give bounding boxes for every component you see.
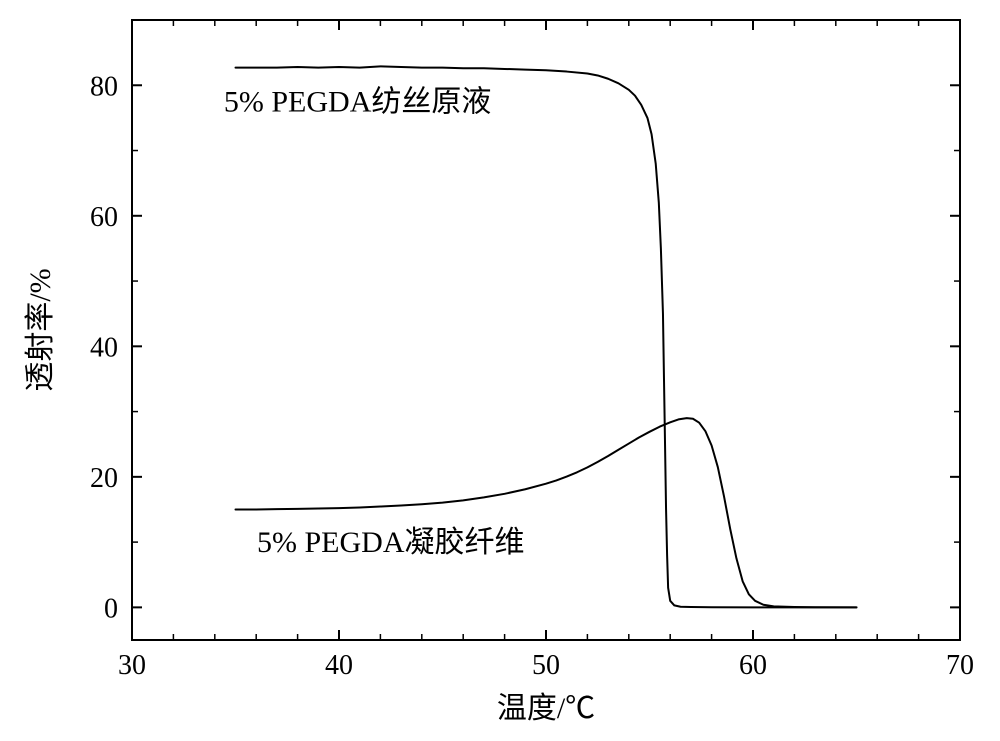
series-label-1: 5% PEGDA凝胶纤维 [257,526,525,559]
y-tick-label: 60 [90,202,118,233]
x-tick-label: 40 [325,650,353,681]
x-tick-label: 50 [532,650,560,681]
x-tick-label: 60 [739,650,767,681]
chart-svg: 30 40 50 60 70 0 20 40 60 80 温度/℃ 透射率/% 5% PEGDA纺丝原液… [0,0,1000,741]
x-tick-label: 30 [118,650,146,681]
x-tick-label: 70 [946,650,974,681]
series-label-0: 5% PEGDA纺丝原液 [224,85,492,118]
y-axis-label: 透射率/% [24,268,57,391]
y-tick-label: 40 [90,332,118,363]
series-line-1 [236,418,857,607]
y-tick-label: 20 [90,463,118,494]
y-tick-label: 0 [104,593,118,624]
chart-container: 30 40 50 60 70 0 20 40 60 80 温度/℃ 透射率/% 5% PEGDA纺丝原液… [0,0,1000,741]
y-tick-label: 80 [90,71,118,102]
x-axis-label: 温度/℃ [497,692,595,725]
